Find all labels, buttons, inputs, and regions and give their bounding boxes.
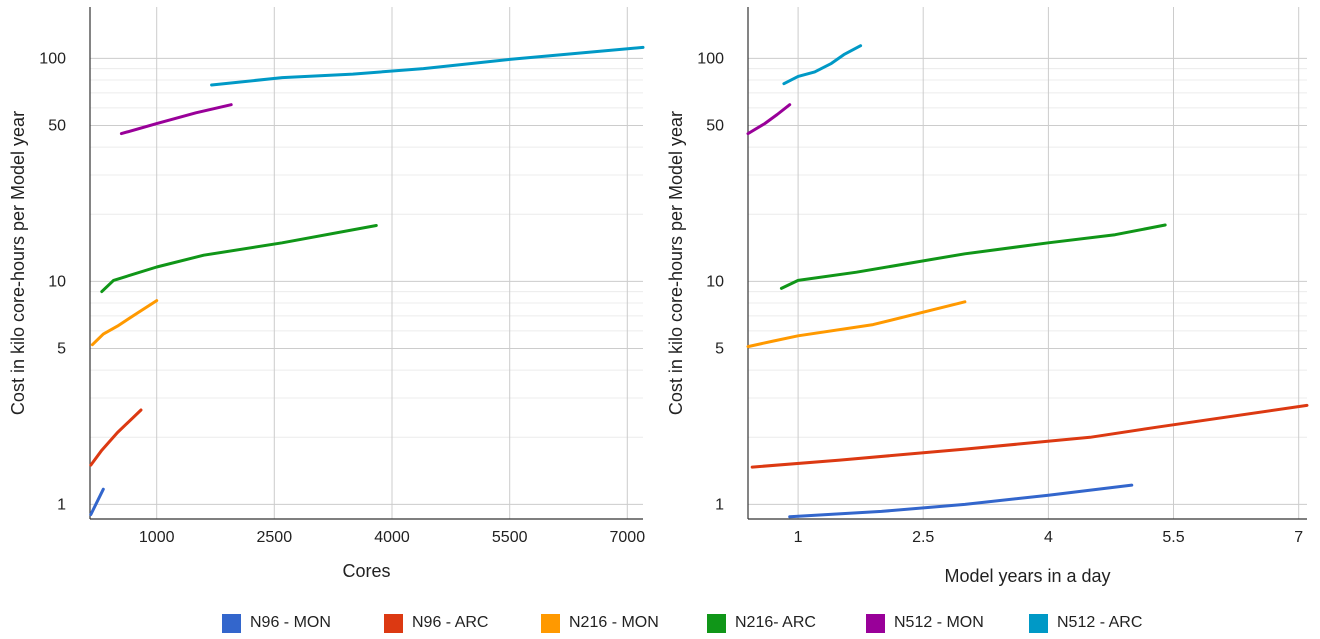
y-tick-label: 5 (57, 341, 66, 358)
legend-label: N216- ARC (735, 614, 816, 631)
legend-item-n512-mon: N512 - MON (866, 612, 984, 634)
y-tick-label: 100 (39, 50, 66, 67)
y-axis-title: Cost in kilo core-hours per Model year (666, 111, 686, 415)
legend-swatch (707, 613, 726, 633)
series-line-n512-mon (119, 103, 233, 136)
legend-swatch (866, 613, 885, 633)
legend: N96 - MON N96 - ARC N216 - MON N216- ARC… (0, 612, 1320, 634)
x-tick-label: 7 (1294, 529, 1303, 546)
legend-label: N96 - MON (250, 614, 331, 631)
x-tick-label: 4 (1044, 529, 1053, 546)
legend-label: N512 - ARC (1057, 614, 1143, 631)
chart-cost-vs-model-years: 1 2.5 4 5.5 7 1 5 10 50 100 Model years in a day Co… (666, 7, 1309, 586)
y-tick-label: 10 (48, 273, 66, 290)
legend-item-n216-mon: N216 - MON (541, 612, 659, 634)
legend-label: N216 - MON (569, 614, 659, 631)
legend-swatch (1029, 613, 1048, 633)
x-tick-label: 4000 (374, 529, 410, 546)
x-tick-label: 2.5 (912, 529, 934, 546)
x-tick-label: 1000 (139, 529, 175, 546)
x-tick-label: 2500 (257, 529, 293, 546)
legend-item-n96-arc: N96 - ARC (384, 612, 488, 634)
series-line-n216-mon (746, 300, 967, 349)
legend-item-n512-arc: N512 - ARC (1029, 612, 1142, 634)
legend-label: N512 - MON (894, 614, 984, 631)
legend-label: N96 - ARC (412, 614, 489, 631)
y-axis-title: Cost in kilo core-hours per Model year (8, 111, 28, 415)
chart-cost-vs-cores: 1000 2500 4000 5500 7000 1 5 10 50 100 Cores Cost i… (8, 7, 645, 581)
series-line-n96-arc (89, 408, 143, 467)
x-axis-title: Model years in a day (944, 566, 1110, 586)
series-line-n216-arc (100, 224, 378, 294)
x-tick-label: 7000 (610, 529, 646, 546)
legend-item-n96-mon: N96 - MON (222, 612, 331, 634)
series-line-n96-mon (89, 487, 105, 517)
y-tick-label: 50 (706, 118, 724, 135)
series-line-n216-mon (90, 299, 159, 347)
y-tick-label: 5 (715, 341, 724, 358)
series-line-n96-arc (750, 403, 1309, 469)
y-tick-label: 50 (48, 118, 66, 135)
y-tick-label: 1 (715, 496, 724, 513)
x-tick-label: 5.5 (1162, 529, 1184, 546)
legend-swatch (384, 613, 403, 633)
x-tick-label: 5500 (492, 529, 528, 546)
series-line-n512-arc (210, 45, 645, 87)
series-line-n216-arc (779, 223, 1167, 290)
y-tick-label: 10 (706, 273, 724, 290)
series-line-n512-arc (782, 44, 863, 86)
series-line-n512-mon (746, 103, 792, 136)
y-tick-label: 1 (57, 496, 66, 513)
legend-swatch (222, 613, 241, 633)
series-line-n96-mon (788, 483, 1134, 519)
x-tick-label: 1 (794, 529, 803, 546)
legend-swatch (541, 613, 560, 633)
legend-item-n216-arc: N216- ARC (707, 612, 816, 634)
x-axis-title: Cores (342, 561, 390, 581)
y-tick-label: 100 (697, 50, 724, 67)
